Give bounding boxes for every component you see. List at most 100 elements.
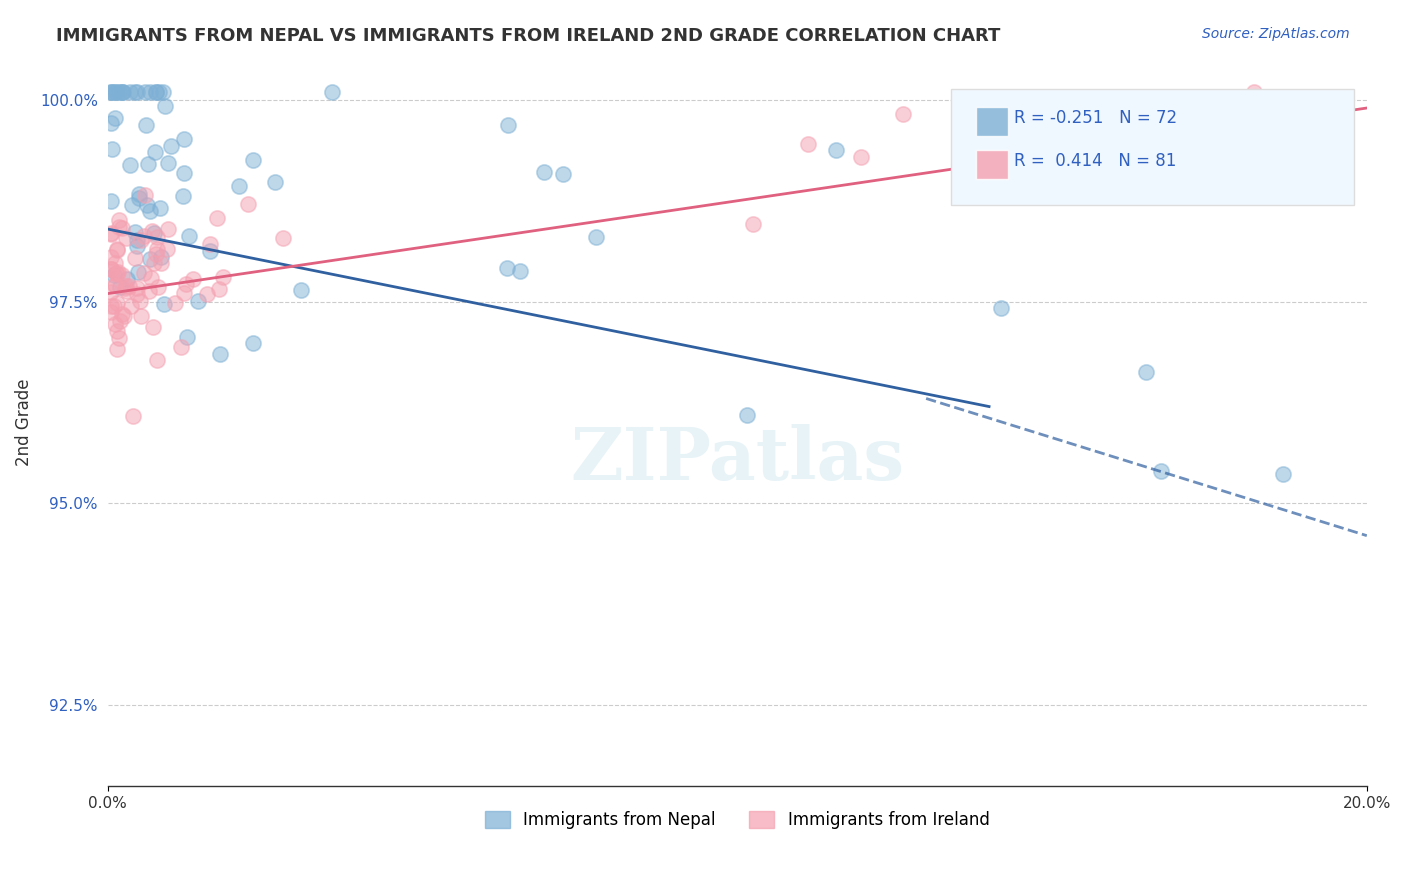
Point: [160, 139, 183, 153]
Point: [127, 265, 149, 279]
Point: [228, 179, 250, 194]
Point: [208, 282, 231, 296]
Point: [111, 307, 134, 321]
Point: [170, 340, 193, 354]
Point: [118, 278, 141, 293]
Point: [1036, 142, 1059, 156]
Point: [105, 85, 128, 99]
Point: [187, 294, 209, 309]
Point: [146, 229, 169, 244]
Point: [1035, 113, 1057, 128]
Point: [121, 198, 143, 212]
Point: [125, 85, 148, 99]
Bar: [977, 151, 1008, 179]
Point: [125, 281, 148, 295]
Point: [290, 283, 312, 297]
Point: [509, 264, 531, 278]
Point: [200, 237, 222, 252]
Point: [107, 220, 129, 235]
Point: [157, 222, 180, 236]
Point: [108, 85, 131, 99]
Point: [108, 279, 131, 293]
Point: [122, 409, 145, 424]
Point: [142, 319, 165, 334]
Text: IMMIGRANTS FROM NEPAL VS IMMIGRANTS FROM IRELAND 2ND GRADE CORRELATION CHART: IMMIGRANTS FROM NEPAL VS IMMIGRANTS FROM…: [56, 27, 1001, 45]
Point: [111, 85, 134, 99]
Point: [134, 188, 156, 202]
Point: [101, 143, 124, 157]
Point: [115, 231, 138, 245]
Point: [1272, 467, 1295, 482]
Point: [125, 233, 148, 247]
Point: [585, 230, 607, 244]
Point: [136, 157, 159, 171]
Point: [145, 247, 167, 261]
Point: [104, 256, 127, 270]
Point: [105, 295, 128, 310]
FancyBboxPatch shape: [952, 88, 1354, 205]
Point: [115, 272, 138, 286]
Text: ZIPatlas: ZIPatlas: [571, 424, 904, 494]
Point: [128, 191, 150, 205]
Point: [980, 176, 1002, 190]
Point: [150, 250, 173, 264]
Point: [124, 252, 146, 266]
Point: [112, 85, 135, 99]
Point: [152, 85, 174, 99]
Point: [125, 239, 148, 253]
Point: [111, 268, 134, 282]
Y-axis label: 2nd Grade: 2nd Grade: [15, 379, 32, 467]
Point: [205, 211, 228, 225]
Point: [100, 194, 122, 208]
Point: [141, 224, 163, 238]
Point: [142, 255, 165, 269]
Point: [135, 118, 157, 132]
Point: [796, 136, 818, 151]
Point: [236, 197, 259, 211]
Point: [533, 165, 555, 179]
Point: [177, 228, 200, 243]
Point: [134, 85, 156, 99]
Point: [851, 150, 873, 164]
Point: [120, 158, 142, 172]
Point: [136, 198, 159, 212]
Point: [148, 85, 170, 99]
Point: [100, 262, 122, 277]
Point: [104, 318, 127, 332]
Point: [174, 277, 197, 292]
Point: [103, 268, 125, 282]
Point: [105, 343, 128, 357]
Point: [101, 85, 124, 99]
Point: [120, 85, 142, 99]
Point: [100, 85, 122, 99]
Text: R =  0.414   N = 81: R = 0.414 N = 81: [1014, 153, 1177, 170]
Point: [146, 243, 169, 257]
Point: [156, 242, 179, 256]
Point: [173, 166, 195, 180]
Point: [139, 252, 162, 266]
Point: [114, 281, 136, 295]
Point: [103, 299, 125, 313]
Text: Source: ZipAtlas.com: Source: ZipAtlas.com: [1202, 27, 1350, 41]
Point: [108, 314, 131, 328]
Point: [104, 278, 127, 293]
Point: [173, 132, 195, 146]
Point: [950, 123, 973, 137]
Point: [208, 347, 231, 361]
Point: [496, 260, 519, 275]
Point: [104, 277, 127, 292]
Point: [152, 297, 174, 311]
Point: [125, 287, 148, 301]
Point: [107, 212, 129, 227]
Point: [891, 107, 914, 121]
Point: [128, 187, 150, 202]
Point: [741, 218, 763, 232]
Point: [263, 175, 285, 189]
Point: [212, 269, 235, 284]
Point: [271, 231, 294, 245]
Point: [100, 299, 122, 313]
Point: [200, 244, 222, 258]
Point: [146, 353, 169, 368]
Point: [100, 85, 122, 99]
Point: [139, 85, 162, 99]
